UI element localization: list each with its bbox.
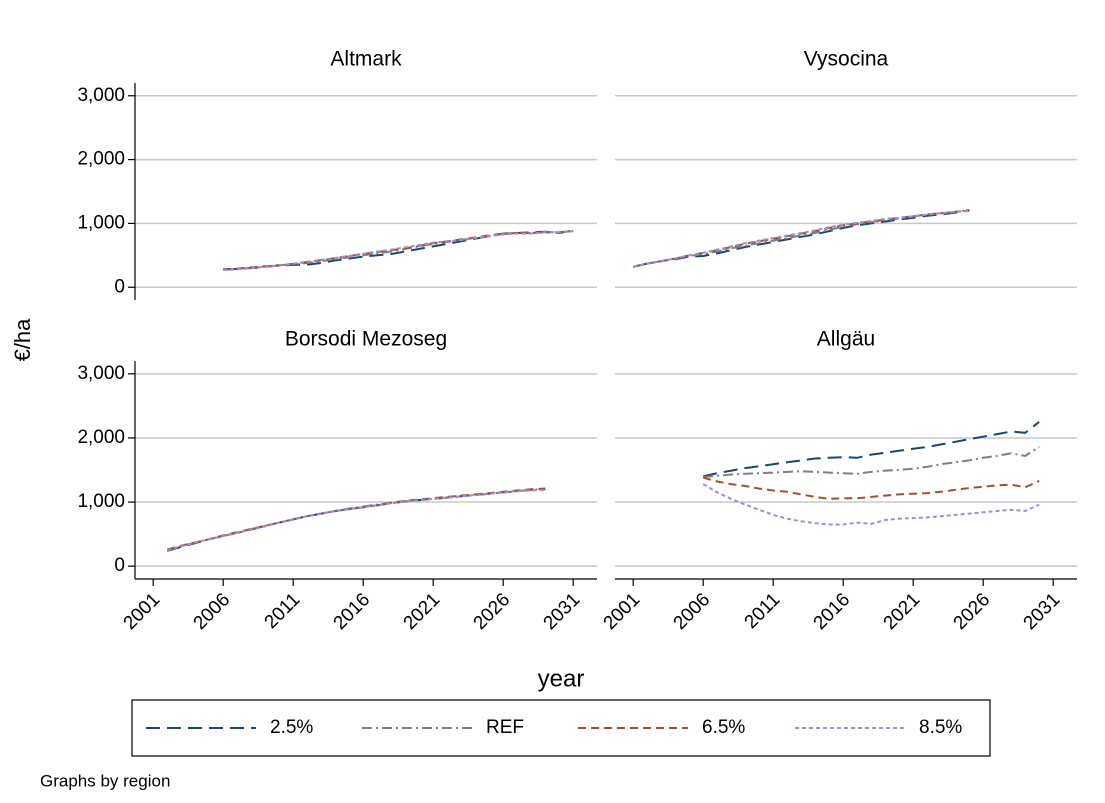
x-tick-label: 2006 xyxy=(190,589,235,634)
x-tick-label: 2016 xyxy=(330,589,375,634)
x-tick-label: 2021 xyxy=(880,589,925,634)
series-line xyxy=(223,230,574,271)
x-tick-label: 2031 xyxy=(1020,589,1065,634)
legend-box xyxy=(131,699,991,757)
x-tick-label: 2011 xyxy=(261,589,305,633)
x-tick-label: 2016 xyxy=(810,589,855,634)
x-tick-label: 2026 xyxy=(470,589,515,634)
x-axis-label: year xyxy=(538,665,585,692)
series-line xyxy=(166,488,546,552)
panel-title: Vysocina xyxy=(804,48,889,71)
y-tick-label: 1,000 xyxy=(77,491,125,512)
y-tick-label: 3,000 xyxy=(77,363,125,384)
y-tick-label: 0 xyxy=(114,276,125,297)
series-line xyxy=(632,209,970,268)
y-axis-label: €/ha xyxy=(10,318,35,362)
panel-title: Altmark xyxy=(330,48,402,71)
series-line xyxy=(632,209,970,268)
legend-label: 6.5% xyxy=(702,717,745,738)
y-tick-label: 1,000 xyxy=(77,212,125,233)
x-tick-label: 2026 xyxy=(950,589,995,634)
legend-label: REF xyxy=(486,717,524,738)
x-tick-label: 2031 xyxy=(540,589,585,634)
note: Graphs by region xyxy=(40,771,170,790)
y-tick-label: 0 xyxy=(114,555,125,576)
y-tick-label: 2,000 xyxy=(77,427,125,448)
x-tick-label: 2001 xyxy=(120,589,165,634)
series-line xyxy=(702,483,1040,526)
x-tick-label: 2001 xyxy=(600,589,645,634)
series-line xyxy=(166,487,546,551)
series-line xyxy=(703,446,1040,479)
panel-title: Borsodi Mezoseg xyxy=(285,328,447,351)
panel-title: Allgäu xyxy=(817,328,875,351)
x-tick-label: 2011 xyxy=(741,589,785,633)
x-tick-label: 2021 xyxy=(400,589,445,634)
legend-label: 2.5% xyxy=(270,717,313,738)
y-tick-label: 3,000 xyxy=(77,85,125,106)
series-line xyxy=(223,230,574,271)
series-line xyxy=(166,488,546,552)
y-tick-label: 2,000 xyxy=(77,149,125,170)
series-line xyxy=(702,476,1040,500)
series-line xyxy=(632,209,970,268)
series-line xyxy=(702,421,1040,478)
series-line xyxy=(166,487,546,552)
legend-label: 8.5% xyxy=(919,717,962,738)
x-tick-label: 2006 xyxy=(670,589,715,634)
